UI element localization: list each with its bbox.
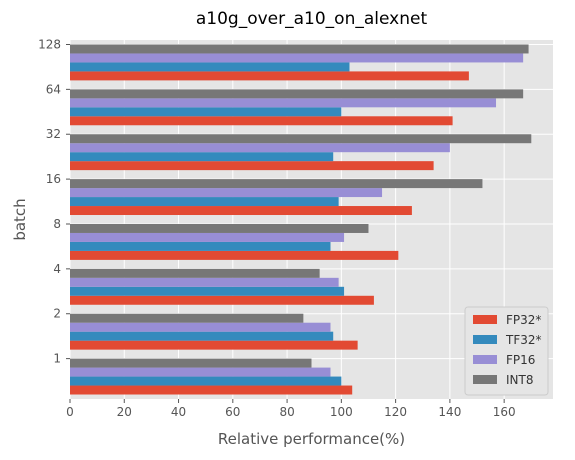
legend: FP32* TF32* FP16 INT8	[464, 306, 549, 396]
y-tick-label: 128	[38, 37, 61, 51]
bar-int8-batch-1	[70, 358, 312, 368]
y-tick-label: 2	[53, 307, 61, 321]
bar-fp16-batch-32	[70, 143, 450, 153]
bar-int8-batch-8	[70, 223, 369, 233]
x-tick-label: 40	[171, 405, 186, 419]
bar-fp32-batch-2	[70, 340, 358, 350]
bar-fp32-batch-1	[70, 385, 353, 395]
legend-swatch	[473, 335, 497, 344]
y-tick-label: 8	[53, 217, 61, 231]
x-tick-label: 120	[384, 405, 407, 419]
bar-tf32-batch-1	[70, 376, 342, 386]
bar-int8-batch-16	[70, 179, 483, 189]
bar-int8-batch-128	[70, 44, 529, 54]
bar-tf32-batch-64	[70, 107, 342, 117]
chart-title: a10g_over_a10_on_alexnet	[196, 9, 428, 29]
bar-int8-batch-2	[70, 313, 304, 323]
x-tick-label: 140	[438, 405, 461, 419]
bars	[70, 44, 532, 395]
bar-fp16-batch-2	[70, 322, 331, 332]
bar-fp32-batch-16	[70, 206, 412, 216]
x-axis-label: Relative performance(%)	[218, 430, 405, 448]
bar-fp16-batch-16	[70, 188, 383, 198]
y-tick-label: 4	[53, 262, 61, 276]
bar-tf32-batch-2	[70, 331, 334, 341]
x-tick-label: 0	[66, 405, 74, 419]
x-tick-label: 20	[117, 405, 132, 419]
y-tick-label: 1	[53, 352, 61, 366]
x-tick-label: 80	[279, 405, 294, 419]
bar-fp32-batch-64	[70, 116, 453, 126]
bar-tf32-batch-4	[70, 286, 345, 296]
bar-tf32-batch-16	[70, 197, 339, 207]
bar-fp32-batch-8	[70, 250, 399, 260]
bar-fp16-batch-8	[70, 232, 345, 242]
y-tick-label: 64	[46, 82, 61, 96]
legend-label: FP32*	[506, 313, 541, 327]
bar-fp16-batch-64	[70, 98, 497, 108]
bar-int8-batch-4	[70, 268, 320, 278]
bar-int8-batch-32	[70, 134, 532, 144]
y-axis-label: batch	[11, 198, 29, 240]
bar-fp32-batch-4	[70, 295, 374, 305]
bar-tf32-batch-128	[70, 62, 350, 72]
legend-label: FP16	[506, 353, 535, 367]
legend-swatch	[473, 355, 497, 364]
bar-tf32-batch-8	[70, 241, 331, 251]
legend-swatch	[473, 315, 497, 324]
bar-fp16-batch-128	[70, 53, 524, 63]
x-tick-labels: 0 20 40 60 80 100 120 140 160	[66, 399, 516, 419]
x-tick-label: 100	[330, 405, 353, 419]
legend-label: INT8	[506, 373, 533, 387]
y-tick-labels: 1 2 4 8 16 32 64 128	[38, 37, 70, 366]
bar-tf32-batch-32	[70, 152, 334, 162]
x-tick-label: 160	[493, 405, 516, 419]
bar-fp32-batch-32	[70, 161, 434, 171]
bar-int8-batch-64	[70, 89, 524, 99]
bar-fp32-batch-128	[70, 71, 469, 81]
legend-box	[464, 306, 549, 396]
legend-swatch	[473, 375, 497, 384]
bar-fp16-batch-4	[70, 277, 339, 287]
y-tick-label: 32	[46, 127, 61, 141]
y-tick-label: 16	[46, 172, 61, 186]
x-tick-label: 60	[225, 405, 240, 419]
legend-label: TF32*	[505, 333, 542, 347]
bar-fp16-batch-1	[70, 367, 331, 377]
